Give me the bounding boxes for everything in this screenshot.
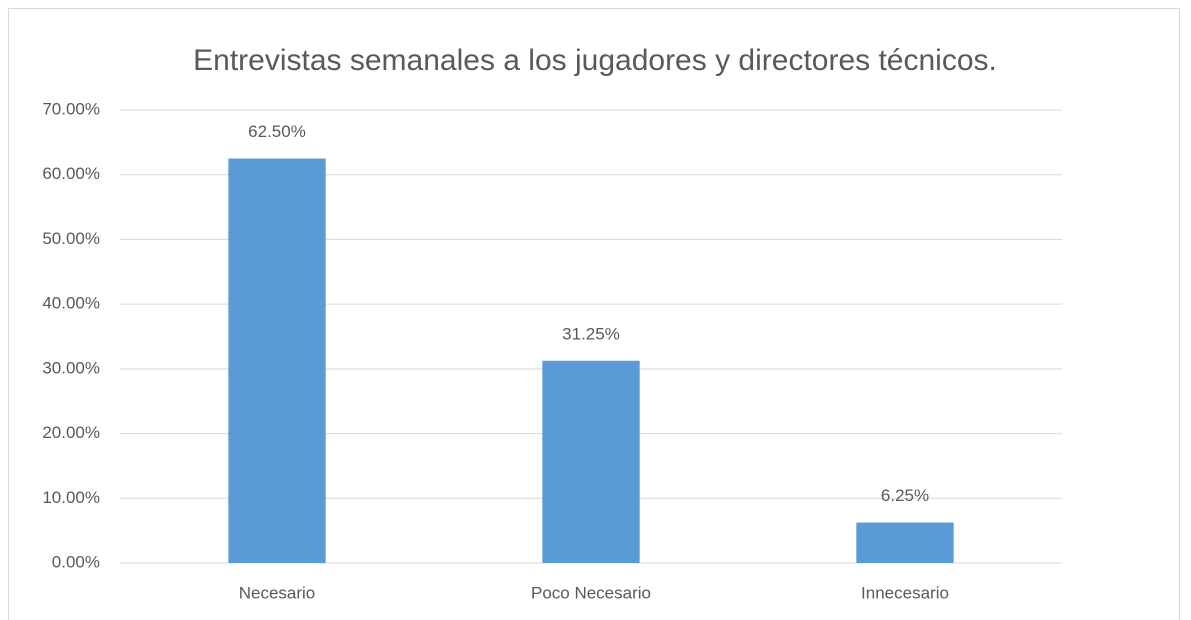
y-tick-label: 70.00%	[42, 99, 100, 118]
x-tick-label: Necesario	[239, 583, 316, 602]
bar	[228, 158, 326, 564]
chart-frame	[8, 8, 1180, 620]
y-tick-label: 0.00%	[52, 552, 100, 571]
bar	[542, 360, 640, 563]
y-tick-label: 30.00%	[42, 358, 100, 377]
bar	[856, 522, 954, 563]
x-tick-label: Poco Necesario	[531, 583, 651, 602]
data-label: 62.50%	[248, 122, 306, 141]
chart-title: Entrevistas semanales a los jugadores y …	[193, 44, 997, 77]
y-tick-label: 10.00%	[42, 488, 100, 507]
y-tick-label: 60.00%	[42, 164, 100, 183]
data-label: 6.25%	[881, 486, 929, 505]
data-label: 31.25%	[562, 324, 620, 343]
y-tick-label: 40.00%	[42, 294, 100, 313]
x-tick-label: Innecesario	[861, 583, 949, 602]
y-tick-label: 20.00%	[42, 423, 100, 442]
y-tick-label: 50.00%	[42, 229, 100, 248]
